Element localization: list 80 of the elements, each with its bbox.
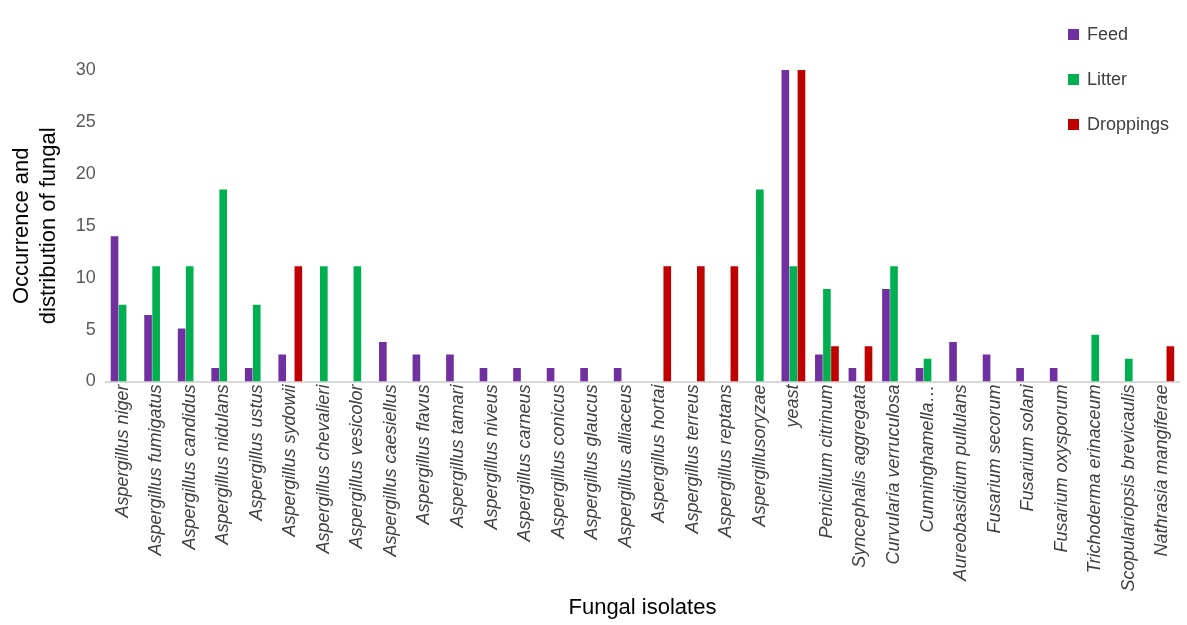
bar	[353, 266, 362, 382]
bar	[580, 368, 588, 382]
bar	[789, 266, 798, 382]
bar	[882, 289, 890, 382]
bar	[831, 346, 839, 382]
x-tick-label: Penicillium citrinum	[815, 384, 836, 539]
bar	[815, 354, 823, 382]
legend-label: Droppings	[1086, 114, 1169, 135]
x-tick-label: Aspergillus niger	[111, 383, 132, 519]
x-tick-label: Aspergillus hortai	[648, 383, 669, 524]
x-tick-label: Curvularia verruculosa	[883, 384, 903, 565]
bar	[864, 346, 873, 382]
y-tick-label: 0	[85, 370, 96, 391]
x-axis-title: Fungal isolates	[568, 593, 717, 619]
bar	[144, 315, 152, 382]
x-tick-label: Cunninghamella…	[916, 384, 937, 533]
bar	[211, 368, 219, 382]
x-tick-label: Aspergillus tamari	[446, 383, 467, 529]
x-tick-label: Syncephalis aggregata	[849, 384, 870, 568]
x-tick-label: Aspergillus ustus	[245, 384, 266, 522]
legend-label: Litter	[1086, 69, 1127, 90]
bar	[244, 368, 253, 382]
x-tick-label: Aspergillus fumigatus	[145, 384, 166, 557]
x-tick-label: Aspergillus carneus	[514, 384, 535, 543]
x-tick-label: Scopulariopsis brevicaulis	[1117, 384, 1138, 592]
bar	[446, 354, 454, 382]
x-tick-label: Aspergillus nidulans	[212, 384, 233, 546]
bar	[663, 266, 672, 382]
y-tick-label: 25	[75, 110, 96, 131]
y-tick-label: 5	[85, 318, 96, 339]
x-tick-label: Aspergillus alliaceus	[614, 384, 635, 549]
x-tick-label: Aspergillus terreus	[681, 384, 702, 535]
x-tick-label: Aspergillus conicus	[547, 384, 568, 540]
x-tick-label: Nathrasia mangiferae	[1151, 384, 1172, 557]
bar	[177, 328, 186, 382]
x-tick-label: Aspergillus sydowii	[279, 383, 300, 538]
x-tick-label: Aspergillus chevalieri	[312, 383, 333, 555]
x-tick-label: Aspergillus caesiellus	[379, 384, 400, 558]
bar	[513, 368, 521, 382]
y-tick-label: 15	[75, 214, 96, 235]
y-tick-label: 30	[75, 58, 96, 79]
bar	[278, 354, 287, 382]
x-tick-label: Aspergillus glaucus	[581, 384, 602, 541]
bar	[823, 289, 831, 382]
x-tick-label: Aspergillus niveus	[480, 384, 501, 531]
bar	[949, 342, 957, 382]
x-tick-label: Aspergillus candidus	[178, 384, 199, 551]
bar	[781, 70, 790, 382]
bar	[252, 304, 261, 382]
bar	[185, 266, 194, 382]
bar	[890, 266, 898, 382]
bar	[118, 304, 127, 382]
y-tick-label: 20	[75, 162, 96, 183]
bar	[320, 266, 328, 382]
bar	[730, 266, 739, 382]
bar	[379, 342, 387, 382]
bar	[110, 236, 119, 382]
y-tick-label: 10	[75, 266, 96, 287]
bar	[1016, 368, 1024, 382]
x-tick-label: Aspergillus flavus	[413, 384, 434, 526]
x-tick-label: yeast	[782, 383, 803, 430]
x-tick-label: Aspergillus reptans	[715, 384, 736, 539]
bar	[696, 266, 705, 382]
bar	[1166, 346, 1175, 382]
legend-label: Feed	[1086, 24, 1128, 45]
bar	[152, 266, 160, 382]
bar	[1124, 358, 1133, 382]
x-tick-label: Fusarium solani	[1017, 383, 1038, 512]
x-tick-label: Fusarium oxysporum	[1050, 384, 1071, 553]
x-tick-label: Trichoderma erinaceum	[1084, 384, 1105, 574]
bar	[1091, 334, 1100, 382]
x-tick-label: Aureobasidium pullulans	[950, 384, 971, 582]
bar	[294, 266, 303, 382]
bar	[756, 189, 764, 382]
x-tick-label: Aspergillus vesicolor	[346, 383, 367, 550]
bar	[219, 189, 228, 382]
x-tick-label: Aspergillusoryzae	[748, 384, 769, 528]
y-axis-title: Occurrence and distribution of fungal	[8, 127, 60, 325]
x-tick-label: Fusarium secorum	[983, 384, 1004, 534]
bar	[797, 70, 806, 382]
